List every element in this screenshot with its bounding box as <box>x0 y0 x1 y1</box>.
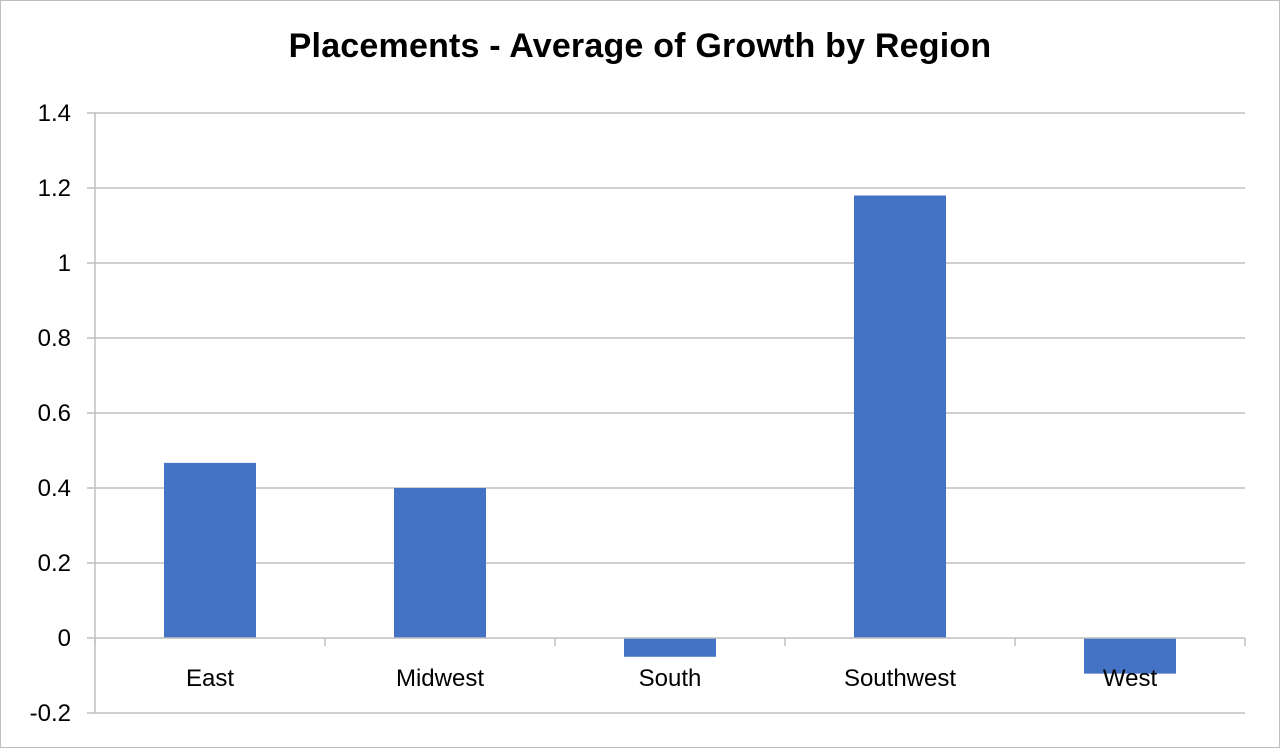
x-tick-label: South <box>639 665 702 692</box>
chart-title: Placements - Average of Growth by Region <box>288 27 992 65</box>
tick-labels: 1.4 1.2 1 0.8 0.6 0.4 0.2 0 -0.2 East Midwest South… <box>30 100 1158 727</box>
y-tick-label: 0.2 <box>38 550 71 577</box>
y-tick-label: 1 <box>58 250 71 277</box>
x-tick-label: Southwest <box>844 665 956 692</box>
y-tick-label: 0.8 <box>38 325 71 352</box>
y-tick-label: -0.2 <box>30 700 71 727</box>
bar-east <box>164 462 256 638</box>
gridlines <box>95 112 1245 714</box>
bar-south <box>624 638 716 657</box>
y-tick-label: 1.4 <box>38 100 71 127</box>
y-tick-label: 0.4 <box>38 475 71 502</box>
bar-midwest <box>394 488 486 638</box>
bars <box>164 195 1176 674</box>
axes <box>87 112 1246 714</box>
y-tick-label: 0.6 <box>38 400 71 427</box>
y-tick-label: 0 <box>58 625 71 652</box>
x-tick-label: Midwest <box>396 665 484 692</box>
x-tick-label: West <box>1103 665 1158 692</box>
x-tick-label: East <box>186 665 234 692</box>
bar-southwest <box>854 195 946 638</box>
bar-west <box>1084 638 1176 674</box>
y-tick-label: 1.2 <box>38 175 71 202</box>
